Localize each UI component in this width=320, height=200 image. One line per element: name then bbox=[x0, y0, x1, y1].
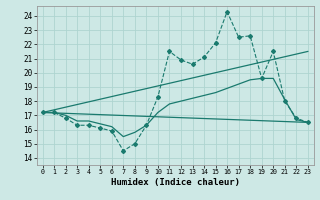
X-axis label: Humidex (Indice chaleur): Humidex (Indice chaleur) bbox=[111, 178, 240, 187]
